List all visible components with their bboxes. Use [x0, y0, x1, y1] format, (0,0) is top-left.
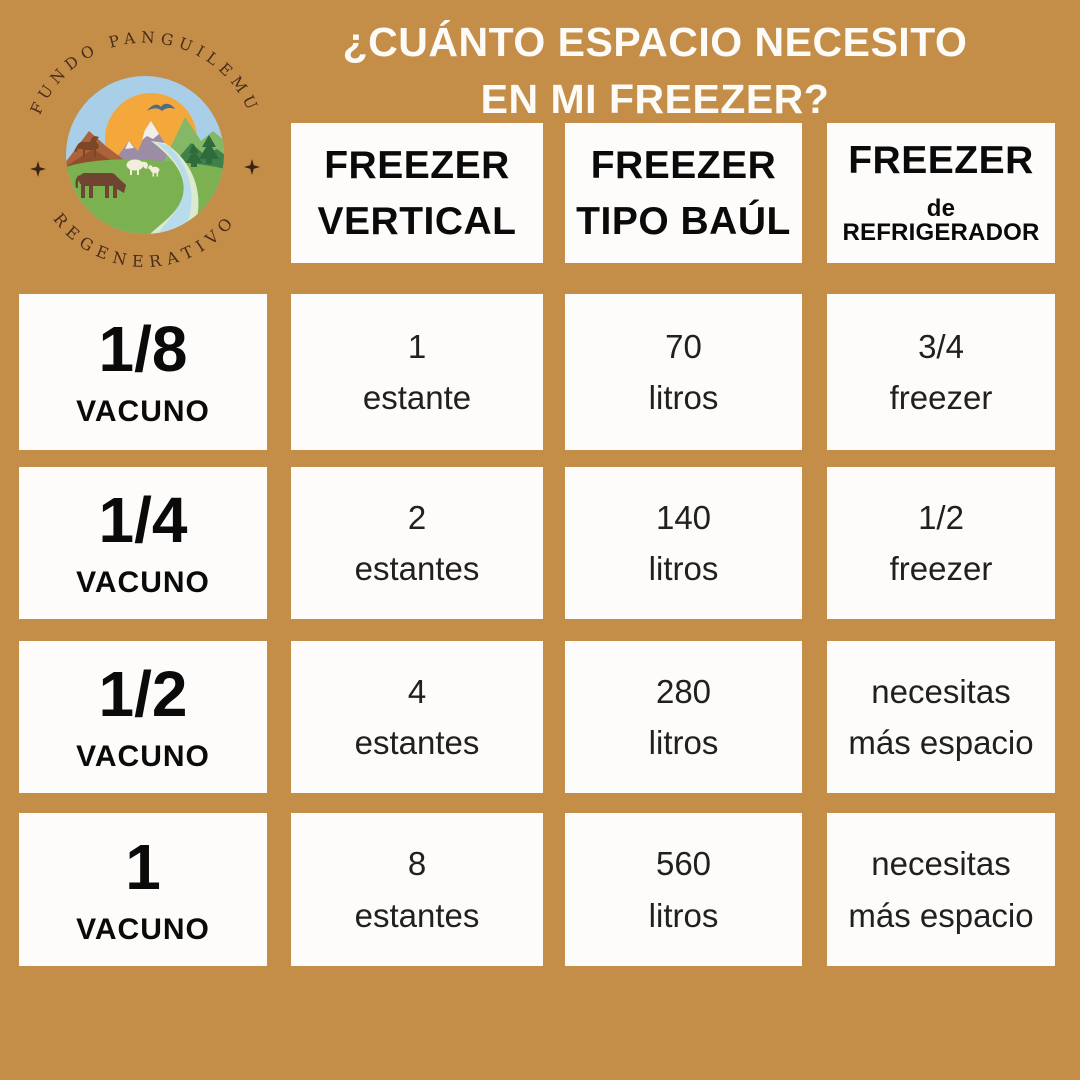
cell-value: 1/2 [918, 498, 964, 536]
pine-trees-icon [186, 135, 219, 167]
lamb-icon [148, 165, 160, 177]
cell-unit: litros [648, 896, 719, 934]
header-subtitle: VERTICAL [317, 199, 517, 243]
cell-1-4-baul: 140 litros [565, 467, 802, 619]
logo-landscape-illustration [66, 76, 224, 234]
cell-1-4-refrigerador: 1/2 freezer [827, 467, 1055, 619]
header-freezer-refrigerador: FREEZER de REFRIGERADOR [827, 123, 1055, 263]
fraction-value: 1 [125, 830, 161, 903]
farm-logo: FUNDO PANGUILEMU REGENERATIVO [27, 28, 260, 271]
animal-label: VACUNO [76, 912, 210, 946]
header-title: FREEZER [848, 139, 1034, 182]
cell-1-2-vertical: 4 estantes [291, 641, 543, 793]
cell-value: necesitas [871, 845, 1011, 883]
header-title: FREEZER [590, 143, 777, 187]
row-label-1-8-vacuno: 1/8 VACUNO [19, 294, 267, 450]
row-label-1-vacuno: 1 VACUNO [19, 813, 267, 966]
header-freezer-vertical: FREEZER VERTICAL [291, 123, 543, 263]
cell-1-8-refrigerador: 3/4 freezer [827, 294, 1055, 450]
fraction-value: 1/4 [98, 484, 188, 556]
header-freezer-tipo-baul: FREEZER TIPO BAÚL [565, 123, 802, 263]
cell-value: 70 [665, 327, 702, 365]
row-label-1-2-vacuno: 1/2 VACUNO [19, 641, 267, 793]
fraction-value: 1/8 [98, 313, 188, 385]
cell-value: 3/4 [918, 327, 964, 365]
cell-unit: litros [648, 550, 719, 587]
header-subtitle: de REFRIGERADOR [842, 195, 1040, 246]
cell-value: 280 [655, 672, 712, 710]
animal-label: VACUNO [76, 740, 210, 773]
cell-unit: litros [648, 379, 719, 416]
cell-value: 140 [655, 498, 712, 536]
page-title: ¿CUÁNTO ESPACIO NECESITO EN MI FREEZER? [295, 14, 1015, 128]
horse-icon [74, 136, 99, 157]
cell-1-2-refrigerador: necesitas más espacio [827, 641, 1055, 793]
cell-1-2-baul: 280 litros [565, 641, 802, 793]
animal-label: VACUNO [76, 566, 210, 599]
cell-unit: estante [362, 379, 472, 416]
cell-1-4-vertical: 2 estantes [291, 467, 543, 619]
cell-unit: más espacio [848, 724, 1034, 761]
star-left-icon [30, 161, 46, 177]
cell-unit: estantes [354, 896, 480, 934]
cow-icon [75, 173, 126, 198]
logo-river [149, 141, 199, 234]
cell-1-8-baul: 70 litros [565, 294, 802, 450]
cell-value: 2 [407, 498, 427, 536]
cell-unit: litros [648, 724, 719, 761]
cell-unit: más espacio [848, 896, 1034, 934]
cell-value: 8 [407, 845, 427, 883]
cell-value: 4 [407, 672, 427, 710]
page-title-line1: ¿CUÁNTO ESPACIO NECESITO [342, 19, 968, 65]
condor-icon [147, 103, 175, 111]
cell-1-8-vertical: 1 estante [291, 294, 543, 450]
fraction-value: 1/2 [98, 658, 188, 730]
cell-unit: estantes [354, 550, 480, 587]
cell-1-refrigerador: necesitas más espacio [827, 813, 1055, 966]
header-subtitle: TIPO BAÚL [576, 199, 791, 243]
header-title: FREEZER [324, 143, 510, 187]
cell-value: 560 [655, 845, 712, 883]
row-label-1-4-vacuno: 1/4 VACUNO [19, 467, 267, 619]
cell-unit: freezer [889, 550, 993, 587]
cell-1-vertical: 8 estantes [291, 813, 543, 966]
sheep-icon [126, 159, 160, 177]
star-right-icon [244, 159, 260, 175]
page-title-line2: EN MI FREEZER? [480, 76, 830, 122]
cell-value: 1 [407, 327, 427, 365]
cell-value: necesitas [871, 672, 1011, 710]
cell-unit: estantes [354, 724, 480, 761]
cell-unit: freezer [889, 379, 993, 416]
animal-label: VACUNO [76, 395, 210, 428]
cell-1-baul: 560 litros [565, 813, 802, 966]
